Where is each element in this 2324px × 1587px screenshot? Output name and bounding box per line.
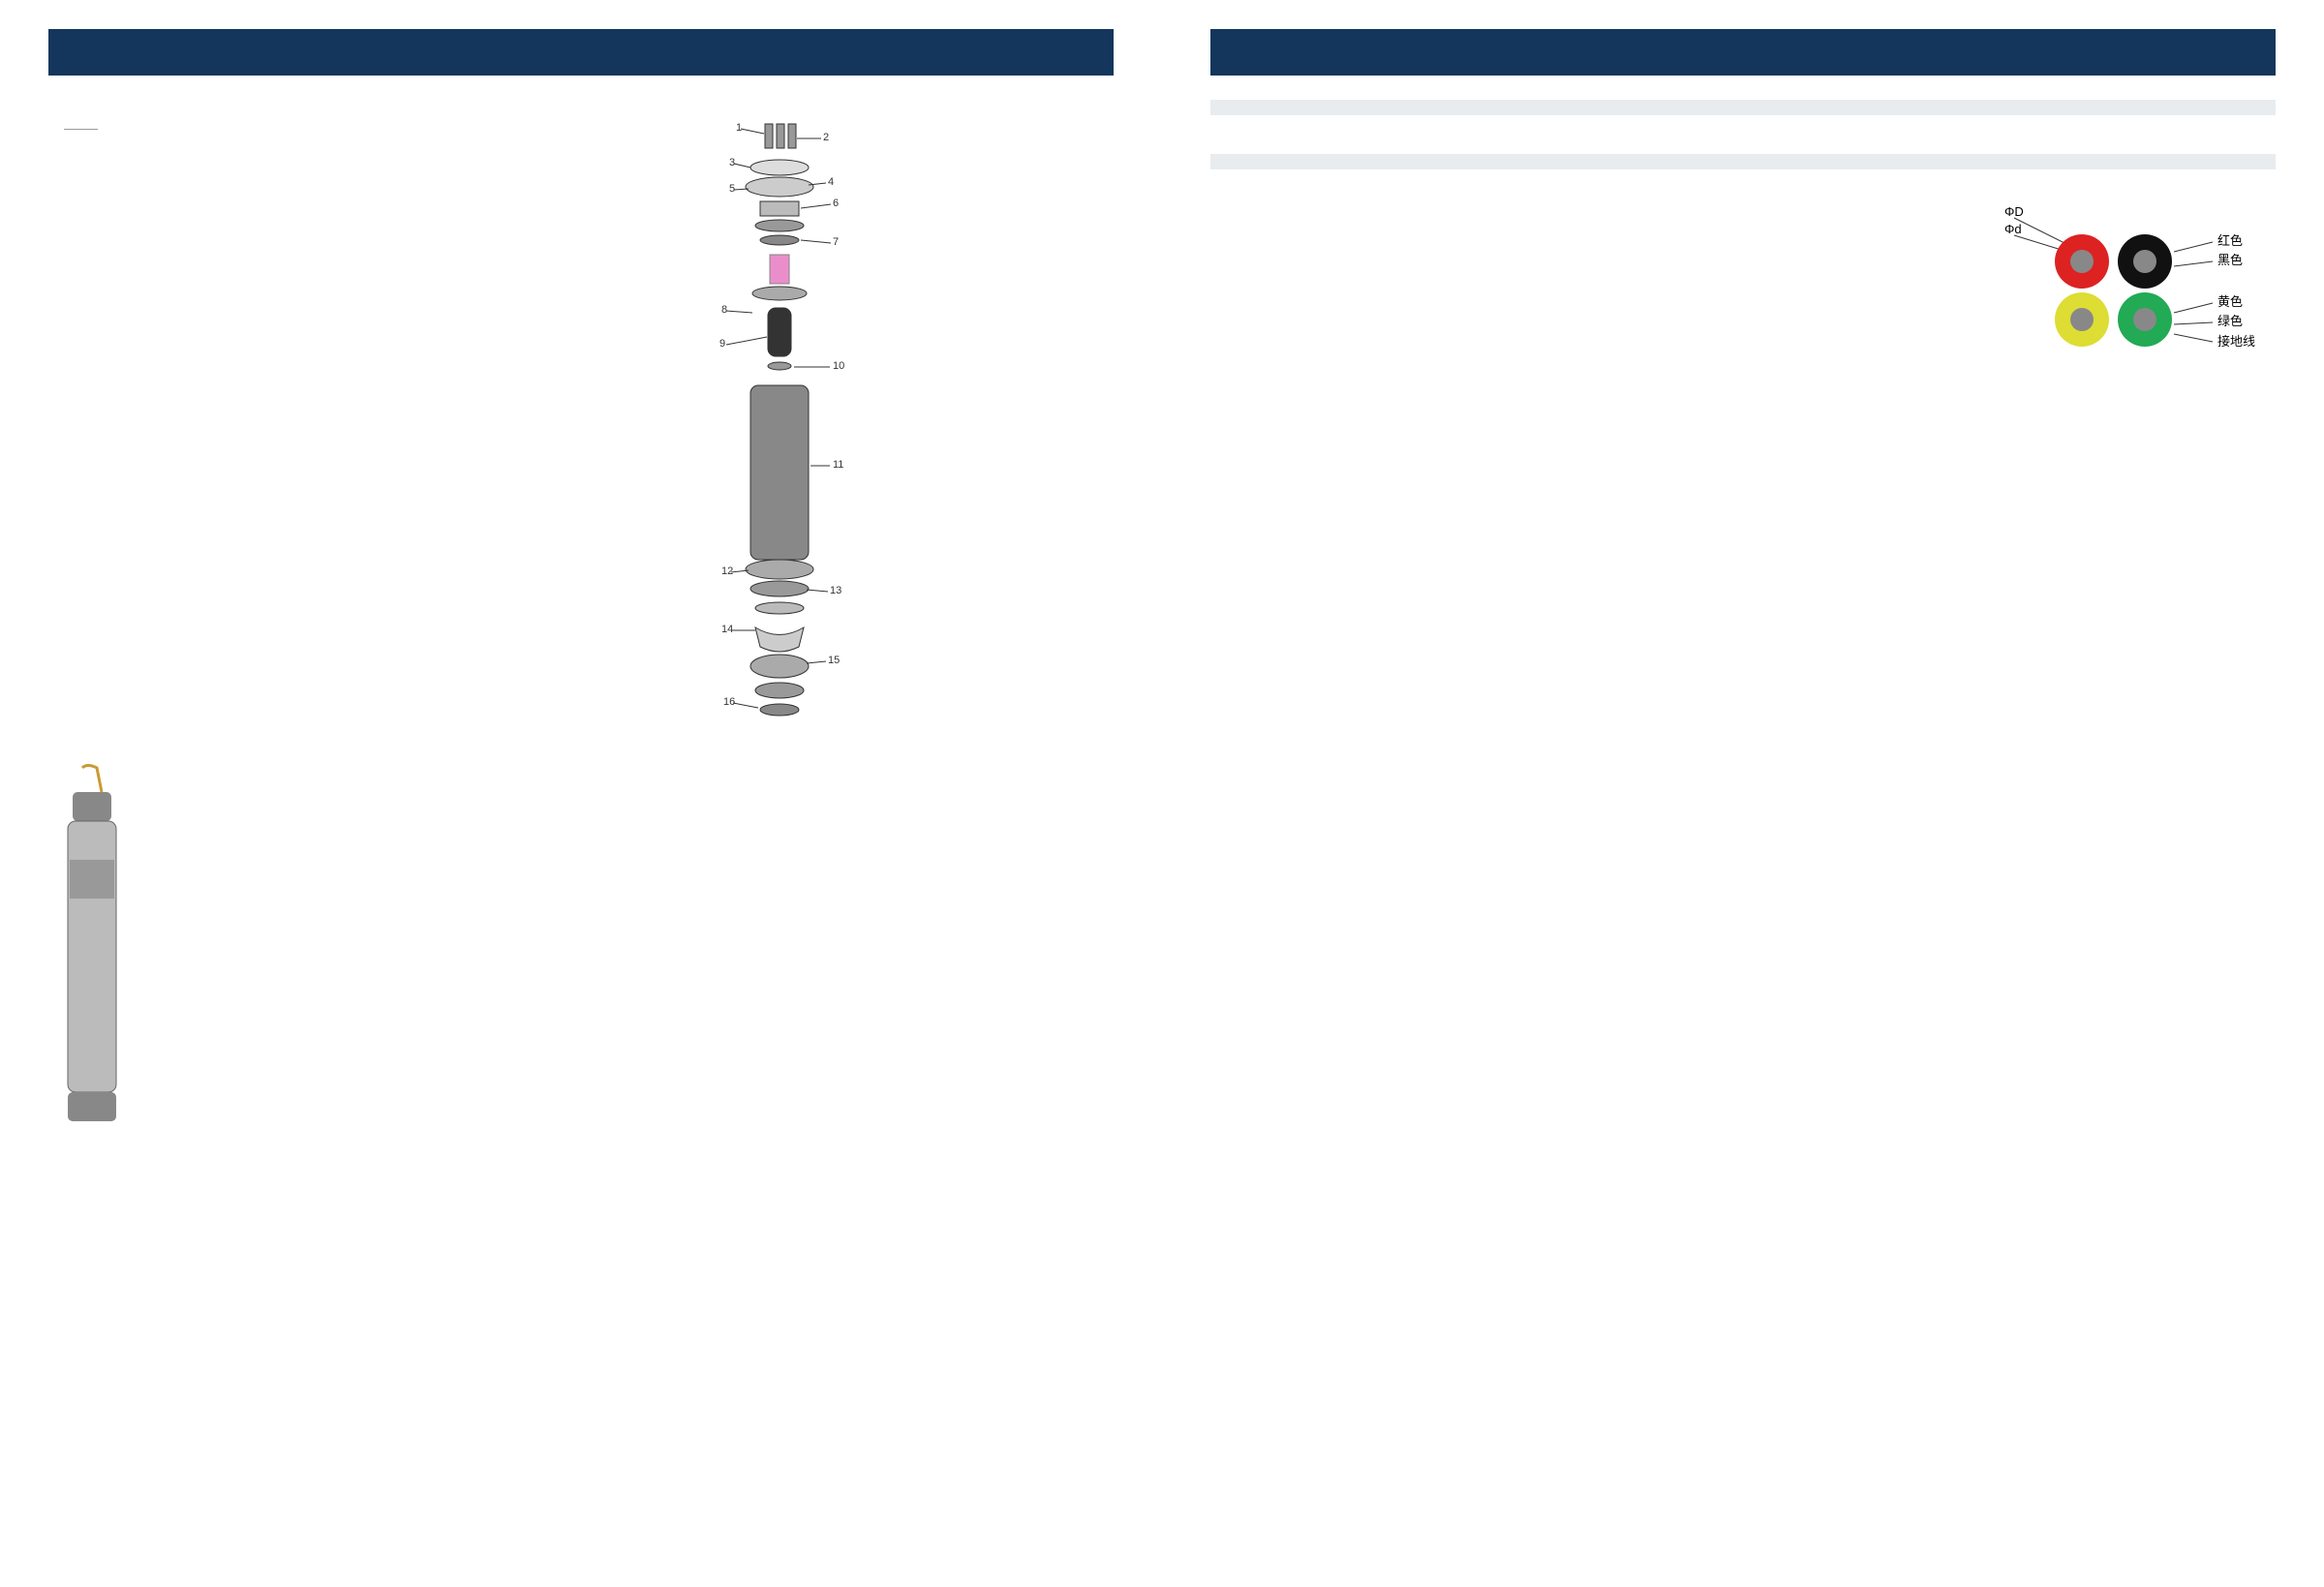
svg-text:绿色: 绿色 bbox=[2217, 314, 2243, 328]
svg-text:8: 8 bbox=[721, 304, 727, 316]
svg-text:Φd: Φd bbox=[2004, 222, 2022, 236]
svg-text:12: 12 bbox=[721, 565, 733, 577]
svg-text:11: 11 bbox=[833, 459, 843, 471]
page-left: 1 2 3 4 5 6 7 8 9 10 11 12 13 14 15 16 bbox=[0, 0, 1162, 1587]
svg-text:3: 3 bbox=[729, 157, 735, 168]
cable-cross-section: ΦD Φd 红色 黑色 黄色 绿色 接地线 bbox=[2004, 189, 2276, 368]
svg-text:ΦD: ΦD bbox=[2004, 204, 2024, 219]
svg-text:2: 2 bbox=[823, 132, 829, 143]
svg-text:6: 6 bbox=[833, 198, 839, 209]
svg-text:7: 7 bbox=[833, 236, 839, 248]
left-column bbox=[48, 100, 416, 748]
svg-text:黄色: 黄色 bbox=[2217, 294, 2243, 309]
svg-text:14: 14 bbox=[721, 624, 733, 635]
svg-text:13: 13 bbox=[830, 585, 841, 596]
perf-section-title bbox=[1210, 100, 2276, 115]
header-right bbox=[1210, 29, 2276, 76]
svg-text:1: 1 bbox=[736, 122, 742, 134]
svg-text:黑色: 黑色 bbox=[2217, 253, 2243, 267]
product-image bbox=[48, 763, 136, 1136]
svg-text:5: 5 bbox=[729, 183, 735, 195]
cable-section-title bbox=[1210, 154, 2276, 169]
svg-text:15: 15 bbox=[828, 655, 840, 666]
header-left bbox=[48, 29, 1114, 76]
svg-text:接地线: 接地线 bbox=[2217, 334, 2255, 349]
bottom-section bbox=[48, 763, 1114, 1136]
exploded-diagram: 1 2 3 4 5 6 7 8 9 10 11 12 13 14 15 16 bbox=[445, 100, 1114, 748]
svg-text:10: 10 bbox=[833, 360, 844, 372]
svg-text:9: 9 bbox=[719, 338, 725, 350]
svg-text:16: 16 bbox=[723, 696, 735, 708]
svg-text:红色: 红色 bbox=[2217, 233, 2243, 248]
motor-exploded-svg: 1 2 3 4 5 6 7 8 9 10 11 12 13 14 15 16 bbox=[683, 119, 876, 748]
svg-text:4: 4 bbox=[828, 176, 834, 188]
page-right: ΦD Φd 红色 黑色 黄色 绿色 接地线 bbox=[1162, 0, 2324, 1587]
